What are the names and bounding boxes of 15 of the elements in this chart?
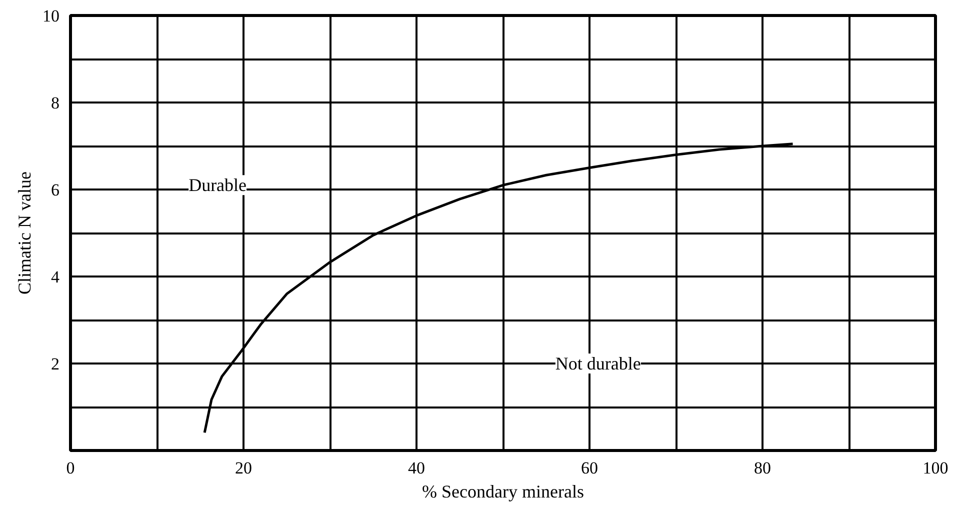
x-tick-label: 80 xyxy=(754,458,771,478)
y-tick-label: 4 xyxy=(51,268,60,286)
x-tick-label: 0 xyxy=(66,458,75,478)
y-tick-label: 2 xyxy=(51,354,60,374)
y-axis-title: Climatic N value xyxy=(14,172,34,294)
x-tick-label: 60 xyxy=(581,458,598,478)
y-tick-label: 10 xyxy=(42,6,60,26)
x-tick-label: 100 xyxy=(922,458,948,478)
annotation: Durable xyxy=(188,175,247,196)
y-tick-label: 8 xyxy=(51,94,60,112)
y-tick-label: 6 xyxy=(51,180,60,200)
x-tick-label: 20 xyxy=(235,458,252,478)
x-axis-title: % Secondary minerals xyxy=(422,482,584,502)
annotation: Not durable xyxy=(555,354,641,374)
x-tick-label: 40 xyxy=(408,458,425,478)
